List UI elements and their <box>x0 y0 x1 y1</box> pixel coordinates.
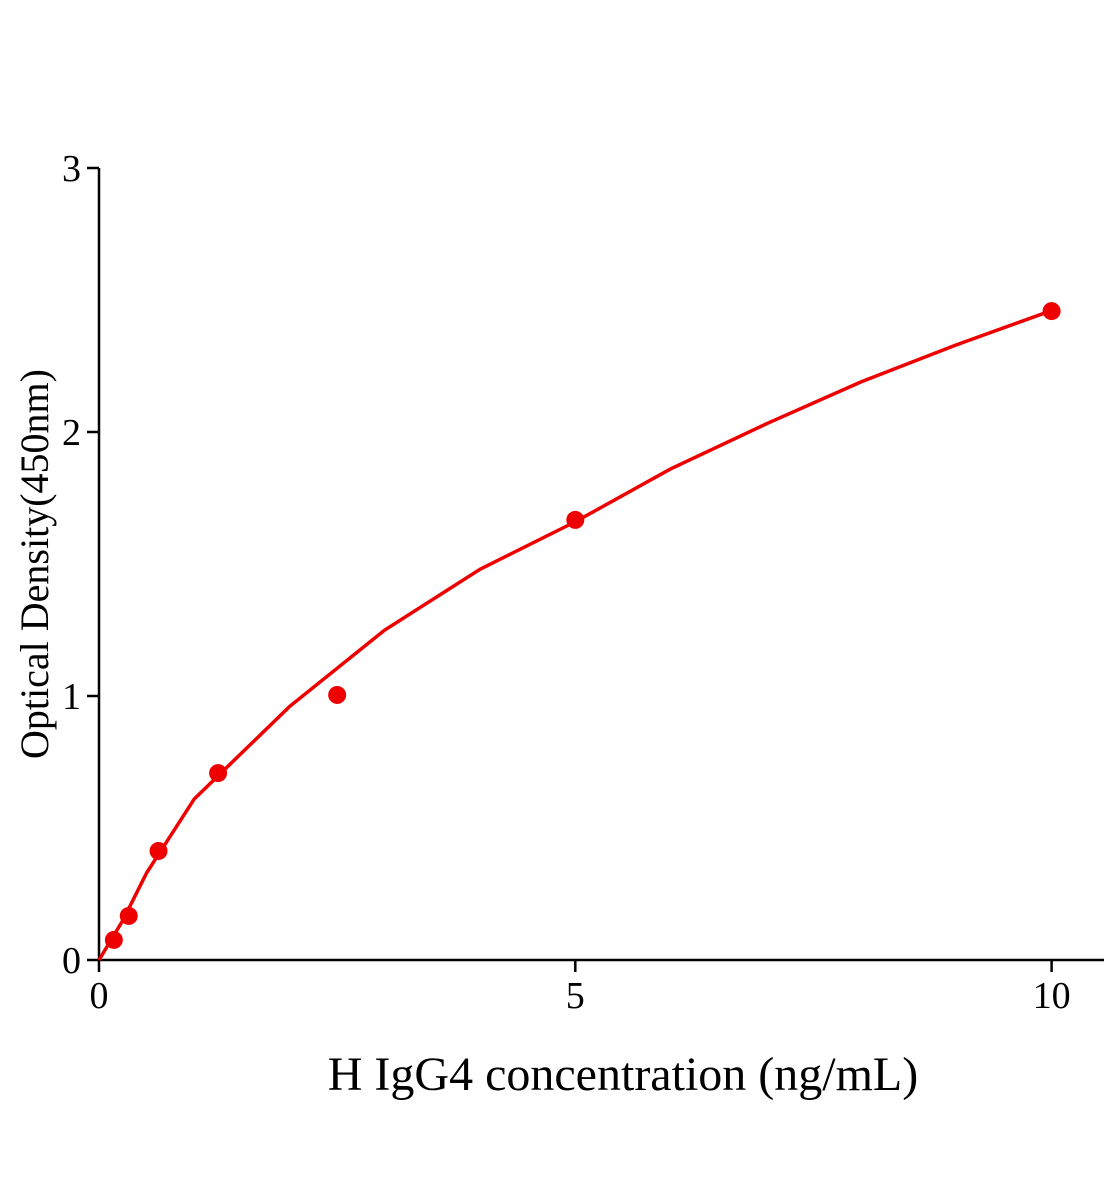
y-tick-label: 1 <box>62 676 81 718</box>
data-point <box>104 930 123 949</box>
data-point <box>149 841 168 860</box>
x-tick-label: 5 <box>566 975 585 1017</box>
fit-curve <box>97 308 1053 961</box>
data-point <box>1042 302 1061 321</box>
data-point <box>119 906 138 925</box>
y-tick-label: 2 <box>62 412 81 454</box>
y-axis-label: Optical Density(450nm) <box>12 369 57 759</box>
y-tick-label: 0 <box>62 940 81 982</box>
x-axis-label: H IgG4 concentration (ng/mL) <box>328 1048 918 1101</box>
x-tick-label: 0 <box>90 975 109 1017</box>
data-point <box>328 685 347 704</box>
data-point <box>209 764 228 783</box>
x-tick-label: 10 <box>1033 975 1071 1017</box>
y-tick-label: 3 <box>62 148 81 190</box>
data-point <box>566 510 585 529</box>
